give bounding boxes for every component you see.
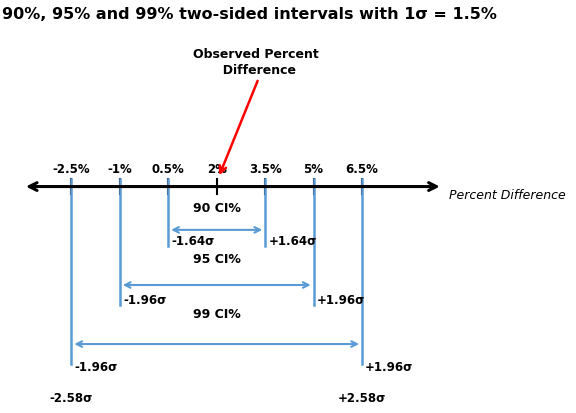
Text: 6.5%: 6.5% [346,162,378,176]
Text: -2.58σ: -2.58σ [50,392,93,404]
Text: -1%: -1% [108,162,132,176]
Title: 90%, 95% and 99% two-sided intervals with 1σ = 1.5%: 90%, 95% and 99% two-sided intervals wit… [2,7,497,22]
Text: -2.5%: -2.5% [52,162,90,176]
Text: -1.64σ: -1.64σ [172,234,215,247]
Text: +1.96σ: +1.96σ [365,360,414,373]
Text: 95 CI%: 95 CI% [193,253,241,266]
Text: 0.5%: 0.5% [152,162,185,176]
Text: +1.64σ: +1.64σ [268,234,317,247]
Text: 2%: 2% [207,162,226,176]
Text: +2.58σ: +2.58σ [338,392,386,404]
Text: -1.96σ: -1.96σ [123,293,166,306]
Text: Observed Percent
  Difference: Observed Percent Difference [192,48,319,77]
Text: -1.96σ: -1.96σ [75,360,118,373]
Text: Percent Difference: Percent Difference [449,188,566,202]
Text: +1.96σ: +1.96σ [317,293,365,306]
Text: 3.5%: 3.5% [249,162,282,176]
Text: 90 CI%: 90 CI% [193,202,241,215]
Text: 5%: 5% [304,162,324,176]
Text: 99 CI%: 99 CI% [193,308,241,320]
